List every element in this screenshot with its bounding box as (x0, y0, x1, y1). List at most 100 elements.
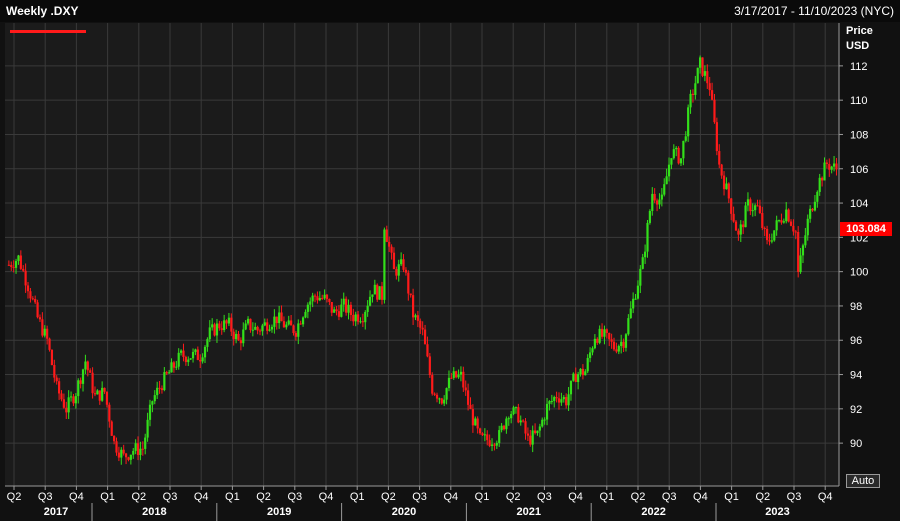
candle-body (270, 326, 274, 330)
candle-body (395, 269, 398, 276)
auto-scale-button[interactable]: Auto (846, 474, 880, 488)
candle-body (435, 394, 439, 399)
quarter-tick-label: Q3 (537, 491, 552, 503)
candle-body (254, 326, 257, 330)
candle-body (388, 241, 391, 247)
candle-body (354, 314, 357, 322)
candle-body (713, 99, 716, 123)
candle-body (215, 323, 219, 336)
candle-body (380, 286, 384, 300)
candle-body (785, 209, 788, 222)
candle-body (278, 312, 281, 324)
candle-body (144, 437, 147, 449)
candle-body (835, 163, 838, 170)
quarter-tick-label: Q2 (631, 491, 646, 503)
candle-body (383, 229, 386, 300)
candle-body (522, 420, 525, 422)
candle-body (400, 259, 403, 265)
candle-body (74, 396, 77, 404)
candle-body (84, 361, 87, 370)
candle-body (98, 390, 101, 401)
candle-body (316, 296, 319, 301)
candle-body (299, 323, 302, 325)
candle-body (139, 448, 142, 455)
candle-body (610, 339, 613, 342)
candle-body (787, 209, 790, 222)
candle-body (81, 369, 85, 384)
candle-body (672, 149, 675, 159)
candle-body (127, 457, 130, 460)
candle-body (617, 345, 620, 352)
price-tick-label: 106 (850, 164, 868, 176)
candle-body (237, 333, 240, 341)
candle-body (751, 210, 754, 212)
candle-body (490, 444, 494, 446)
plot-background (5, 23, 839, 486)
candle-body (65, 407, 68, 413)
candle-body (309, 301, 312, 305)
price-tick-label: 112 (850, 61, 868, 73)
candle-body (50, 349, 54, 366)
candle-body (359, 321, 362, 323)
candle-body (199, 359, 202, 362)
candle-body (478, 428, 482, 434)
candle-body (553, 397, 556, 402)
candle-body (206, 339, 209, 347)
quarter-tick-label: Q1 (475, 491, 490, 503)
quarter-tick-label: Q4 (69, 491, 84, 503)
candle-body (246, 318, 250, 324)
year-label: 2022 (641, 506, 665, 518)
quarter-tick-label: Q3 (412, 491, 427, 503)
candle-layer (7, 55, 838, 465)
year-label: 2020 (392, 506, 416, 518)
candle-body (455, 371, 458, 378)
candle-body (627, 318, 630, 335)
candle-body (132, 450, 135, 455)
candle-body (371, 294, 374, 297)
candle-body (481, 433, 484, 436)
candle-body (136, 443, 140, 455)
candle-body (574, 373, 577, 383)
candle-body (378, 286, 381, 300)
candle-body (763, 228, 766, 230)
candle-body (67, 397, 70, 413)
candle-body (347, 304, 350, 313)
candle-body (26, 285, 30, 292)
candle-body (113, 435, 116, 442)
candle-body (244, 323, 247, 330)
candle-body (536, 430, 539, 434)
candle-body (538, 426, 541, 431)
price-axis-header: Price USD (846, 24, 873, 54)
candle-body (598, 328, 601, 343)
candle-body (545, 403, 549, 420)
candle-body (615, 349, 618, 352)
candle-body (263, 322, 266, 326)
candle-body (330, 301, 333, 313)
candle-body (658, 199, 661, 205)
candle-body (376, 284, 379, 300)
candle-body (232, 331, 235, 340)
candle-body (294, 333, 297, 337)
candle-body (345, 298, 348, 313)
candle-body (108, 404, 111, 422)
candle-body (38, 317, 42, 320)
candle-body (689, 93, 692, 108)
candle-body (146, 419, 149, 438)
candle-body (663, 184, 666, 195)
quarter-tick-label: Q2 (256, 491, 271, 503)
candle-body (644, 251, 647, 258)
candle-body (670, 158, 673, 165)
quarter-tick-label: Q4 (319, 491, 334, 503)
candle-body (156, 387, 159, 396)
candle-body (141, 448, 144, 450)
candle-body (624, 334, 628, 348)
candle-body (340, 304, 343, 317)
price-tick-label: 90 (850, 438, 862, 450)
candle-body (428, 356, 431, 376)
candle-body (830, 166, 833, 170)
candle-body (22, 268, 25, 271)
candle-body (648, 210, 651, 223)
candle-body (608, 332, 611, 340)
